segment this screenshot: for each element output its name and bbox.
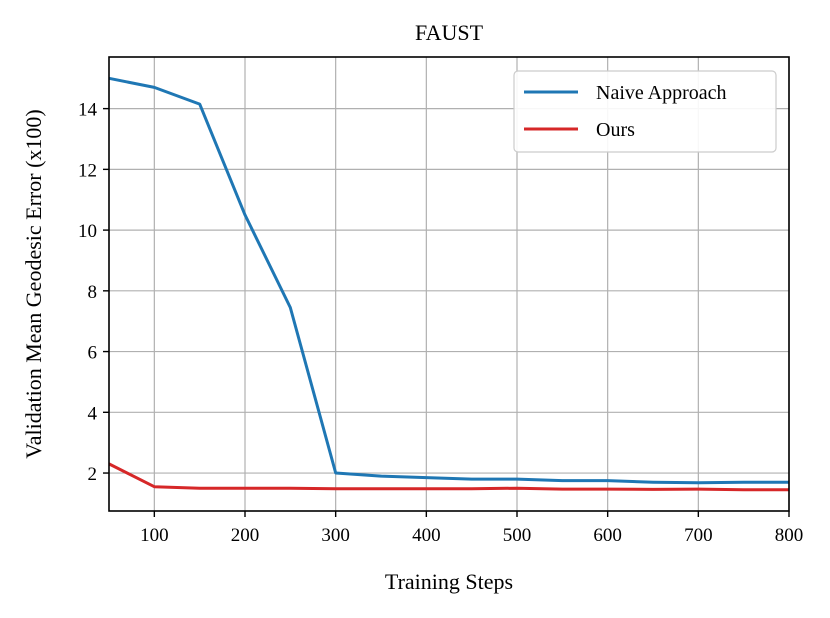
plot-frame bbox=[108, 56, 790, 512]
y-tick-label: 4 bbox=[88, 403, 98, 424]
x-tick-label: 800 bbox=[775, 525, 804, 546]
y-axis: 2 4 6 8 10 12 14 bbox=[78, 100, 109, 485]
y-tick-label: 8 bbox=[88, 282, 98, 303]
x-axis-label: Training Steps bbox=[385, 569, 513, 594]
y-tick-label: 10 bbox=[78, 221, 97, 242]
legend: Naive Approach Ours bbox=[513, 70, 777, 153]
x-tick-label: 300 bbox=[321, 525, 350, 546]
x-axis: 100 200 300 400 500 600 700 800 bbox=[140, 511, 803, 546]
x-tick-label: 200 bbox=[231, 525, 260, 546]
y-axis-label: Validation Mean Geodesic Error (x100) bbox=[21, 109, 46, 458]
y-tick-label: 12 bbox=[78, 160, 97, 181]
y-tick-label: 14 bbox=[78, 100, 98, 121]
x-tick-label: 700 bbox=[684, 525, 713, 546]
legend-entry-label: Naive Approach bbox=[596, 82, 727, 104]
legend-entry-label: Ours bbox=[596, 119, 635, 141]
x-tick-label: 400 bbox=[412, 525, 441, 546]
y-tick-label: 6 bbox=[88, 343, 98, 364]
series-line-ours bbox=[108, 462, 789, 492]
y-tick-label: 2 bbox=[88, 464, 98, 485]
chart-title: FAUST bbox=[415, 20, 484, 45]
x-tick-label: 500 bbox=[503, 525, 532, 546]
x-tick-label: 100 bbox=[140, 525, 169, 546]
series-lines bbox=[108, 76, 789, 492]
series-line-naive-approach bbox=[108, 76, 789, 485]
legend-box bbox=[513, 70, 777, 153]
x-tick-label: 600 bbox=[593, 525, 622, 546]
